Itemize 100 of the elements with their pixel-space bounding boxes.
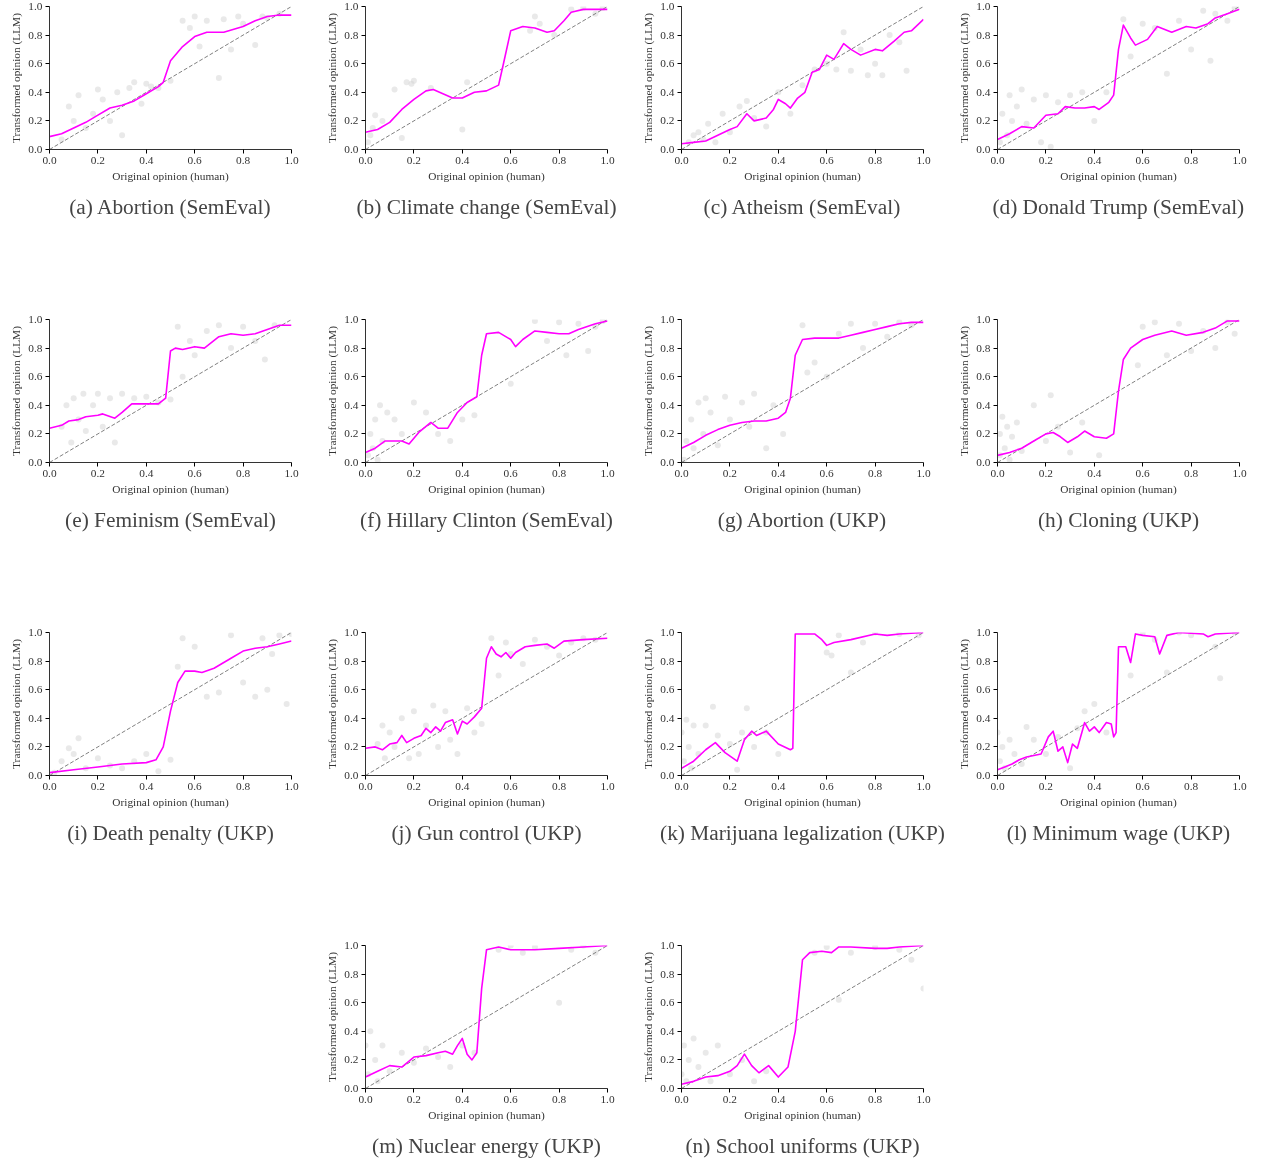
y-tick-label: 0.6 [976, 370, 991, 383]
x-axis-title: Original opinion (human) [428, 482, 545, 496]
x-tick-label: 0.8 [1184, 466, 1199, 479]
y-tick-label: 0.4 [976, 398, 991, 411]
y-tick-label: 0.2 [660, 1053, 675, 1066]
x-tick-label: 1.0 [284, 466, 299, 479]
x-tick-label: 0.4 [771, 779, 786, 792]
x-tick-label: 0.0 [990, 779, 1005, 792]
x-tick-label: 0.0 [42, 153, 57, 166]
y-tick-label: 0.2 [344, 114, 359, 127]
y-tick-label: 0.0 [976, 456, 991, 468]
y-tick-label: 0.6 [660, 996, 675, 1009]
x-tick-label: 0.8 [552, 779, 567, 792]
y-tick-label: 0.6 [344, 370, 359, 383]
x-axis-title: Original opinion (human) [428, 1108, 545, 1122]
y-tick-label: 0.8 [660, 341, 675, 354]
x-tick-label: 0.0 [990, 153, 1005, 166]
x-tick-label: 0.6 [503, 1092, 519, 1105]
y-tick-label: 0.4 [28, 398, 43, 411]
x-tick-label: 0.0 [358, 466, 373, 479]
y-tick-label: 1.0 [660, 939, 675, 951]
y-tick-label: 0.2 [28, 427, 43, 440]
y-tick-label: 0.8 [660, 967, 675, 980]
y-tick-label: 1.0 [976, 313, 991, 325]
x-tick-label: 0.0 [358, 1092, 373, 1105]
x-tick-label: 0.6 [187, 153, 203, 166]
y-axis-title: Transformed opinion (LLM) [958, 12, 972, 143]
y-tick-label: 0.6 [976, 683, 991, 696]
x-axis-title: Original opinion (human) [1060, 169, 1177, 183]
x-tick-label: 0.2 [406, 1092, 422, 1105]
x-tick-label: 0.6 [819, 779, 835, 792]
x-tick-label: 0.6 [819, 466, 835, 479]
x-tick-label: 0.2 [1038, 153, 1054, 166]
y-tick-label: 1.0 [344, 626, 359, 638]
text: (n) School uniforms (UKP) [685, 1133, 920, 1158]
y-tick-label: 0.8 [28, 341, 43, 354]
text: (j) Gun control (UKP) [391, 820, 582, 845]
y-axis-title: Transformed opinion (LLM) [10, 638, 24, 769]
x-axis-title: Original opinion (human) [744, 1108, 861, 1122]
y-tick-label: 0.8 [976, 28, 991, 41]
x-tick-label: 0.2 [1038, 779, 1054, 792]
x-tick-label: 0.2 [406, 153, 422, 166]
y-axis-title: Transformed opinion (LLM) [642, 638, 656, 769]
y-tick-label: 0.8 [28, 654, 43, 667]
x-tick-label: 0.6 [1135, 153, 1151, 166]
x-tick-label: 0.4 [455, 1092, 470, 1105]
y-tick-label: 1.0 [28, 313, 43, 325]
y-tick-label: 0.2 [976, 114, 991, 127]
y-tick-label: 0.4 [976, 85, 991, 98]
y-tick-label: 0.2 [28, 114, 43, 127]
x-tick-label: 0.0 [674, 779, 689, 792]
x-tick-label: 0.2 [406, 779, 422, 792]
x-tick-label: 0.0 [358, 153, 373, 166]
x-tick-label: 0.6 [819, 1092, 835, 1105]
y-tick-label: 1.0 [28, 626, 43, 638]
y-tick-label: 0.4 [976, 711, 991, 724]
x-tick-label: 1.0 [600, 466, 615, 479]
y-axis-title: Transformed opinion (LLM) [326, 12, 340, 143]
x-tick-label: 0.6 [819, 153, 835, 166]
y-axis-title: Transformed opinion (LLM) [326, 325, 340, 456]
x-tick-label: 1.0 [916, 153, 931, 166]
x-tick-label: 1.0 [1232, 153, 1247, 166]
y-tick-label: 0.6 [344, 996, 359, 1009]
text: (c) Atheism (SemEval) [703, 194, 901, 219]
y-tick-label: 1.0 [28, 0, 43, 12]
y-tick-label: 0.4 [660, 711, 675, 724]
y-tick-label: 0.0 [660, 143, 675, 155]
x-tick-label: 0.8 [1184, 153, 1199, 166]
y-tick-label: 0.2 [660, 427, 675, 440]
x-tick-label: 0.2 [722, 779, 738, 792]
y-axis-title: Transformed opinion (LLM) [642, 12, 656, 143]
y-tick-label: 0.8 [344, 28, 359, 41]
y-axis-title: Transformed opinion (LLM) [326, 951, 340, 1082]
y-tick-label: 0.4 [28, 711, 43, 724]
y-tick-label: 0.8 [28, 28, 43, 41]
y-tick-label: 0.2 [660, 114, 675, 127]
x-tick-label: 0.0 [42, 466, 57, 479]
x-tick-label: 0.2 [90, 153, 106, 166]
x-axis-title: Original opinion (human) [112, 482, 229, 496]
y-axis-title: Transformed opinion (LLM) [10, 325, 24, 456]
x-tick-label: 0.8 [868, 1092, 883, 1105]
x-tick-label: 0.4 [139, 153, 154, 166]
y-axis-title: Transformed opinion (LLM) [326, 638, 340, 769]
y-axis-title: Transformed opinion (LLM) [958, 325, 972, 456]
x-tick-label: 0.2 [90, 779, 106, 792]
y-tick-label: 0.0 [976, 143, 991, 155]
text: (i) Death penalty (UKP) [67, 820, 274, 845]
y-tick-label: 0.0 [344, 143, 359, 155]
x-axis-title: Original opinion (human) [112, 169, 229, 183]
y-tick-label: 0.0 [344, 1082, 359, 1094]
y-tick-label: 0.2 [976, 427, 991, 440]
y-tick-label: 0.8 [976, 341, 991, 354]
x-axis-title: Original opinion (human) [428, 795, 545, 809]
text: (d) Donald Trump (SemEval) [992, 194, 1245, 219]
y-tick-label: 0.4 [28, 85, 43, 98]
x-tick-label: 0.0 [674, 153, 689, 166]
x-tick-label: 0.6 [187, 466, 203, 479]
x-tick-label: 0.2 [722, 1092, 738, 1105]
x-tick-label: 0.4 [139, 779, 154, 792]
text: (e) Feminism (SemEval) [65, 507, 276, 532]
